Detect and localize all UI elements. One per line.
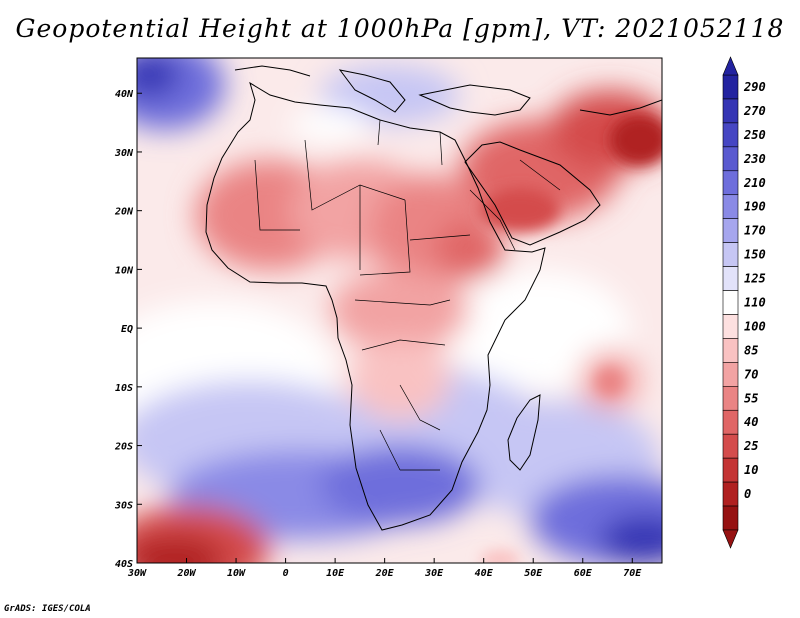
lon-tick-label: 10E — [326, 568, 345, 579]
colorbar-label: 55 — [744, 391, 758, 405]
colorbar-swatch — [722, 146, 739, 172]
coastline — [205, 65, 662, 531]
colorbar-swatch — [722, 218, 739, 243]
lon-tick-label: 20W — [176, 568, 196, 579]
colorbar-swatch — [722, 170, 739, 196]
lat-tick-label: EQ — [121, 324, 133, 335]
colorbar-bottom-arrow — [722, 529, 739, 549]
colorbar-label: 150 — [744, 248, 766, 262]
colorbar: 2902702502302101901701501251101008570554… — [722, 56, 766, 549]
map-title: Geopotential Height at 1000hPa [gpm], VT… — [15, 14, 785, 43]
lon-tick-label: 0 — [283, 568, 289, 579]
lon-tick-label: 20E — [375, 568, 395, 579]
colorbar-label: 210 — [743, 176, 766, 190]
colorbar-label: 190 — [744, 200, 766, 214]
lon-tick-label: 30W — [127, 568, 147, 579]
colorbar-swatch — [722, 386, 739, 411]
colorbar-top-arrow — [722, 56, 739, 76]
lat-tick-label: 10N — [115, 265, 134, 276]
colorbar-swatch — [722, 338, 739, 363]
colorbar-swatch — [722, 194, 739, 219]
colorbar-swatch — [722, 242, 739, 267]
colorbar-swatch — [722, 122, 739, 148]
colorbar-label: 250 — [743, 128, 766, 142]
colorbar-label: 125 — [744, 272, 766, 286]
lat-tick-label: 10S — [115, 383, 133, 394]
colorbar-swatch — [722, 433, 739, 459]
colorbar-swatch — [722, 362, 739, 387]
lat-tick-label: 30N — [114, 148, 134, 159]
lat-tick-label: 30S — [114, 500, 133, 511]
colorbar-swatch — [722, 290, 739, 315]
longitude-axis: 30W 20W 10W 0 10E 20E 30E 40E 50E 60E 70E — [127, 558, 642, 579]
colorbar-swatch — [722, 457, 739, 483]
colorbar-label: 230 — [743, 152, 766, 166]
colorbar-swatch — [722, 409, 739, 435]
colorbar-swatch — [722, 481, 739, 507]
colorbar-swatch — [722, 74, 739, 100]
country-borders — [254, 119, 561, 471]
colorbar-label: 70 — [744, 367, 758, 381]
colorbar-swatch — [722, 266, 739, 291]
colorbar-label: 170 — [744, 224, 766, 238]
lon-tick-label: 40E — [475, 568, 494, 579]
lat-tick-label: 20N — [114, 207, 134, 218]
colorbar-label: 85 — [744, 343, 758, 357]
height-field — [137, 58, 662, 563]
lon-tick-label: 50E — [524, 568, 543, 579]
lon-tick-label: 70E — [623, 568, 642, 579]
colorbar-label: 10 — [744, 463, 758, 477]
plot-frame — [136, 57, 663, 564]
lon-tick-label: 60E — [574, 568, 593, 579]
colorbar-label: 40 — [744, 415, 758, 429]
lat-tick-label: 40N — [115, 89, 134, 100]
lon-tick-label: 10W — [227, 568, 246, 579]
colorbar-label: 0 — [744, 487, 751, 501]
lon-tick-label: 30E — [424, 568, 444, 579]
colorbar-swatch — [722, 505, 739, 531]
colorbar-label: 290 — [743, 80, 766, 94]
latitude-axis: 40N 30N 20N 10N EQ 10S 20S 30S 40S — [114, 89, 142, 570]
lat-tick-label: 20S — [114, 442, 133, 453]
colorbar-swatch — [722, 314, 739, 339]
colorbar-label: 110 — [744, 296, 766, 310]
colorbar-label: 100 — [744, 319, 766, 333]
grads-credit: GrADS: IGES/COLA — [4, 604, 91, 614]
lat-tick-label: 40S — [115, 559, 133, 570]
colorbar-label: 25 — [743, 439, 758, 453]
colorbar-label: 270 — [743, 104, 766, 118]
colorbar-swatch — [722, 98, 739, 124]
